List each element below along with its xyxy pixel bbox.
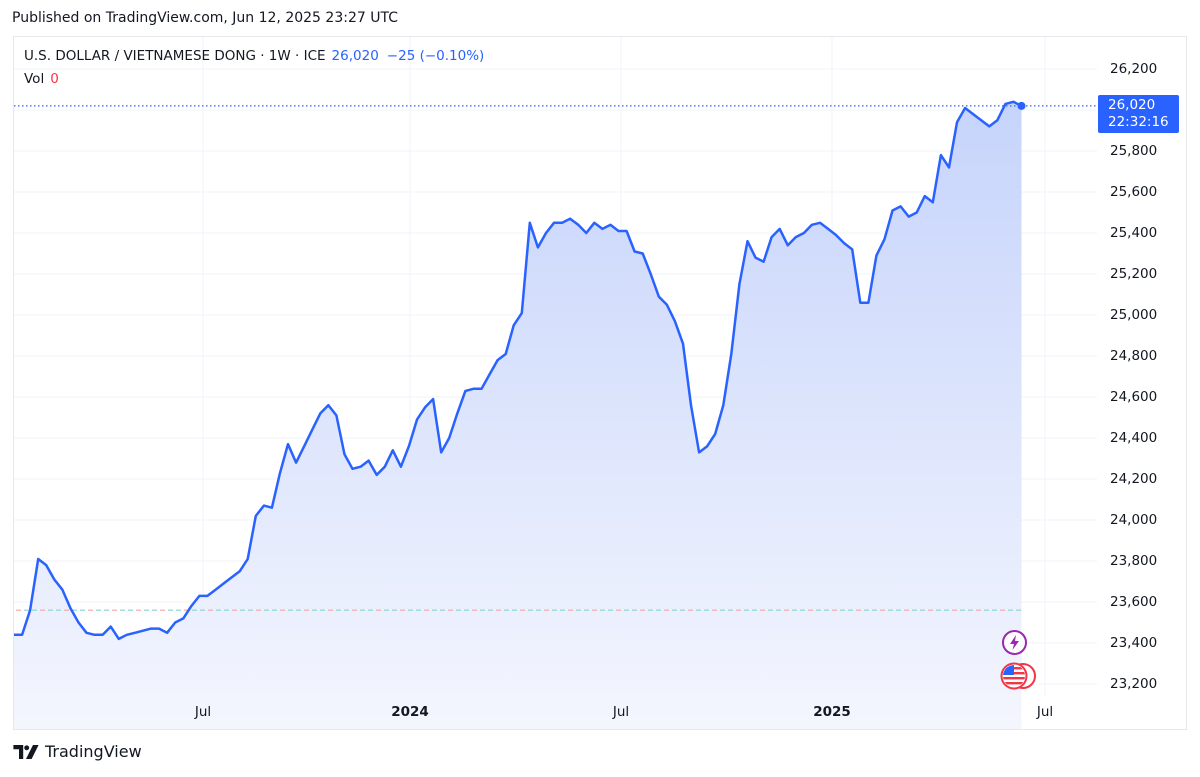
legend-change: −25 (−0.10%) <box>386 48 485 64</box>
published-caption: Published on TradingView.com, Jun 12, 20… <box>12 10 398 26</box>
volume-value: 0 <box>50 71 59 87</box>
price-axis-label: 23,800 <box>1110 553 1158 569</box>
price-axis-label: 25,800 <box>1110 143 1158 159</box>
legend-price: 26,020 <box>331 48 379 64</box>
footer-brand[interactable]: TradingView <box>13 742 142 761</box>
time-axis-label: Jul <box>612 704 630 720</box>
symbol-title[interactable]: U.S. DOLLAR / VIETNAMESE DONG · 1W · ICE <box>24 48 326 64</box>
chart-legend: U.S. DOLLAR / VIETNAMESE DONG · 1W · ICE… <box>24 48 484 64</box>
last-price-tag: 26,020 22:32:16 <box>1098 95 1179 133</box>
tradingview-logo-icon <box>13 744 39 759</box>
time-axis-label: Jul <box>194 704 212 720</box>
price-axis-label: 25,200 <box>1110 266 1158 282</box>
chart-frame <box>13 36 1187 730</box>
price-axis-label: 24,400 <box>1110 430 1158 446</box>
price-area-fill <box>14 101 1022 730</box>
last-price-dot <box>1017 101 1026 110</box>
time-axis-label: 2025 <box>813 704 851 720</box>
price-axis-label: 25,600 <box>1110 184 1158 200</box>
price-axis-label: 25,400 <box>1110 225 1158 241</box>
price-axis-label: 26,200 <box>1110 61 1158 77</box>
price-axis-label: 23,200 <box>1110 676 1158 692</box>
price-axis-label: 24,800 <box>1110 348 1158 364</box>
tradingview-brand-text: TradingView <box>45 742 142 761</box>
bar-countdown: 22:32:16 <box>1108 114 1169 130</box>
price-axis-label: 24,000 <box>1110 512 1158 528</box>
volume-legend: Vol 0 <box>24 71 59 87</box>
price-axis-label: 24,600 <box>1110 389 1158 405</box>
last-price-value: 26,020 <box>1108 97 1156 113</box>
volume-label[interactable]: Vol <box>24 71 45 87</box>
us-flag-economic-event-icon[interactable] <box>999 661 1039 691</box>
price-axis-label: 25,000 <box>1110 307 1158 323</box>
price-axis-label: 23,400 <box>1110 635 1158 651</box>
price-axis-label: 23,600 <box>1110 594 1158 610</box>
time-axis-label: 2024 <box>391 704 429 720</box>
time-axis-label: Jul <box>1036 704 1054 720</box>
price-axis-label: 24,200 <box>1110 471 1158 487</box>
price-line[interactable] <box>14 100 1023 641</box>
lightning-event-icon[interactable] <box>1001 629 1028 656</box>
